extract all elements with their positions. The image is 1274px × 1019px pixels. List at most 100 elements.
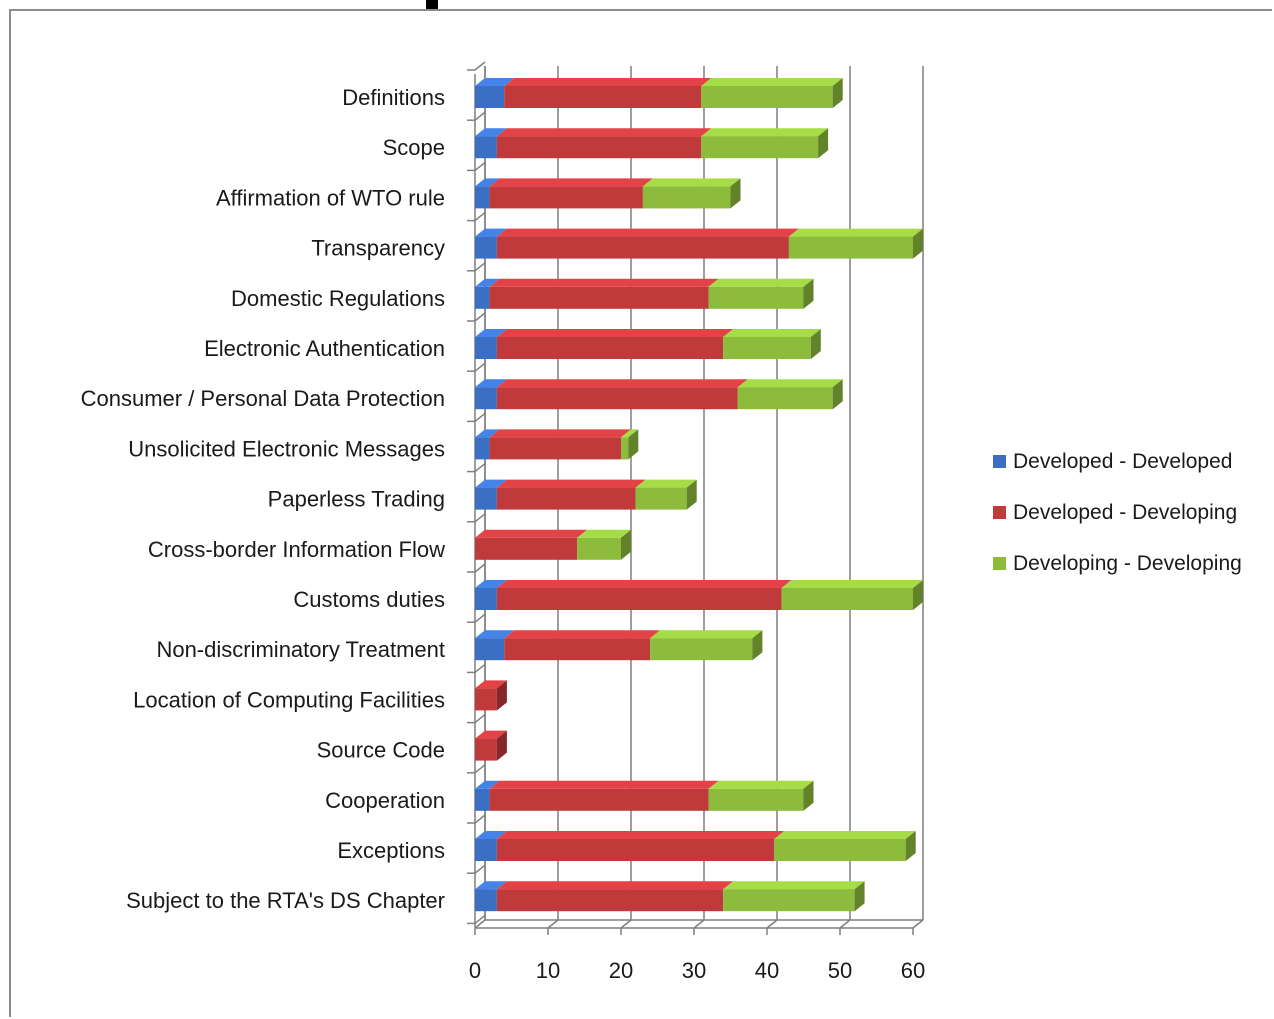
bar-segment-side bbox=[913, 580, 923, 610]
bar-segment-top bbox=[475, 529, 588, 538]
bar-segment bbox=[723, 337, 811, 359]
bar-segment bbox=[504, 86, 702, 108]
bar-segment-side bbox=[832, 379, 843, 410]
bar-segment-side bbox=[628, 429, 639, 460]
wall-division bbox=[474, 61, 486, 71]
wall-division bbox=[474, 312, 486, 322]
bar-segment bbox=[475, 537, 578, 560]
bar-segment bbox=[496, 889, 724, 912]
bar-segment bbox=[504, 638, 651, 661]
bar-segment bbox=[475, 638, 505, 661]
bar-segment-top bbox=[496, 228, 799, 237]
bar-segment-top bbox=[650, 630, 763, 639]
bar-segment bbox=[496, 337, 724, 359]
bar-segment-top bbox=[496, 831, 785, 839]
wall-division bbox=[474, 513, 486, 523]
category-label: Transparency bbox=[311, 236, 445, 261]
bar-segment-top bbox=[489, 178, 653, 187]
bar-segment bbox=[642, 186, 731, 209]
legend-swatch bbox=[993, 557, 1006, 570]
category-label: Consumer / Personal Data Protection bbox=[81, 386, 445, 411]
bar-segment bbox=[475, 487, 497, 510]
bar-segment-top bbox=[496, 479, 646, 488]
x-tick-labels: 0 10 20 30 40 50 60 bbox=[469, 958, 925, 983]
category-label: Paperless Trading bbox=[268, 487, 445, 512]
legend-label: Developing - Developing bbox=[1013, 552, 1242, 575]
bar-segment-side bbox=[803, 278, 814, 309]
bar-segment-top bbox=[723, 881, 865, 890]
floor-gridline bbox=[766, 919, 778, 929]
bar-segment-top bbox=[504, 78, 712, 86]
bar-segment bbox=[496, 839, 775, 861]
x-tick-label: 0 bbox=[469, 958, 481, 983]
wall-division bbox=[474, 764, 486, 774]
bar-segment-top bbox=[496, 329, 734, 337]
category-label: Domestic Regulations bbox=[231, 286, 445, 311]
floor-gridline bbox=[912, 919, 924, 929]
wall-division bbox=[474, 563, 486, 573]
wall-division bbox=[474, 613, 486, 623]
bar-segment-top bbox=[475, 379, 507, 388]
bar-segment-top bbox=[701, 128, 829, 137]
floor-gridline bbox=[474, 919, 486, 929]
bar-segment bbox=[475, 738, 497, 761]
bar-segment-top bbox=[781, 580, 923, 588]
bar-segment-top bbox=[475, 429, 500, 438]
wall-division bbox=[474, 914, 486, 924]
wall-division bbox=[474, 714, 486, 724]
x-tick-label: 40 bbox=[755, 958, 779, 983]
floor-gridline bbox=[693, 919, 705, 929]
bar-segment-top bbox=[496, 379, 748, 388]
bar-segment-top bbox=[475, 831, 507, 839]
legend-label: Developed - Developing bbox=[1013, 501, 1237, 524]
category-label: Definitions bbox=[342, 85, 445, 110]
category-label: Electronic Authentication bbox=[204, 336, 445, 361]
bar-segment-side bbox=[854, 881, 865, 912]
bar-segment-side bbox=[621, 529, 631, 560]
category-label: Source Code bbox=[317, 738, 445, 763]
floor-gridline bbox=[620, 919, 632, 929]
bar-segment-side bbox=[496, 680, 507, 711]
floor-gridline bbox=[547, 919, 559, 929]
chart-frame bbox=[9, 9, 1272, 1017]
legend-swatch bbox=[993, 506, 1006, 519]
bar-segment-top bbox=[475, 178, 500, 187]
bar-segment bbox=[475, 337, 497, 359]
x-tick-label: 30 bbox=[682, 958, 706, 983]
bar-segment-side bbox=[803, 780, 814, 811]
bar-segment bbox=[496, 136, 702, 159]
bar-segment bbox=[489, 788, 709, 811]
bar-segment bbox=[496, 387, 738, 410]
clipped-title-fragment bbox=[426, 0, 438, 9]
wall-division bbox=[474, 412, 486, 422]
x-tick-label: 50 bbox=[828, 958, 852, 983]
wall-division bbox=[474, 814, 486, 824]
bar-segment-top bbox=[475, 329, 507, 337]
bar-segment-side bbox=[496, 730, 507, 761]
bar-segment bbox=[496, 487, 636, 510]
bar-segment-side bbox=[686, 479, 697, 510]
x-tick-label: 60 bbox=[901, 958, 925, 983]
bar-segment-top bbox=[475, 730, 507, 739]
wall-division bbox=[474, 161, 486, 171]
bar-segment-top bbox=[489, 780, 719, 789]
category-label: Cooperation bbox=[325, 788, 445, 813]
bar-segment bbox=[475, 788, 490, 811]
bar-segment bbox=[489, 437, 621, 460]
bar-segment-top bbox=[635, 479, 697, 488]
bar-segment bbox=[774, 839, 906, 861]
bar-segment bbox=[475, 186, 490, 209]
bar-segment-top bbox=[723, 329, 821, 337]
bar-segment-top bbox=[496, 580, 792, 588]
bar-segment bbox=[475, 437, 490, 460]
category-label: Cross-border Information Flow bbox=[148, 537, 445, 562]
wall-division bbox=[474, 262, 486, 272]
bar-segment bbox=[781, 588, 913, 610]
bar-segment bbox=[737, 387, 833, 410]
bar-segment-top bbox=[475, 128, 507, 137]
bar-segment-top bbox=[475, 580, 507, 588]
bar-segment bbox=[650, 638, 753, 661]
category-label: Subject to the RTA's DS Chapter bbox=[126, 888, 445, 913]
bar-segment bbox=[475, 387, 497, 410]
